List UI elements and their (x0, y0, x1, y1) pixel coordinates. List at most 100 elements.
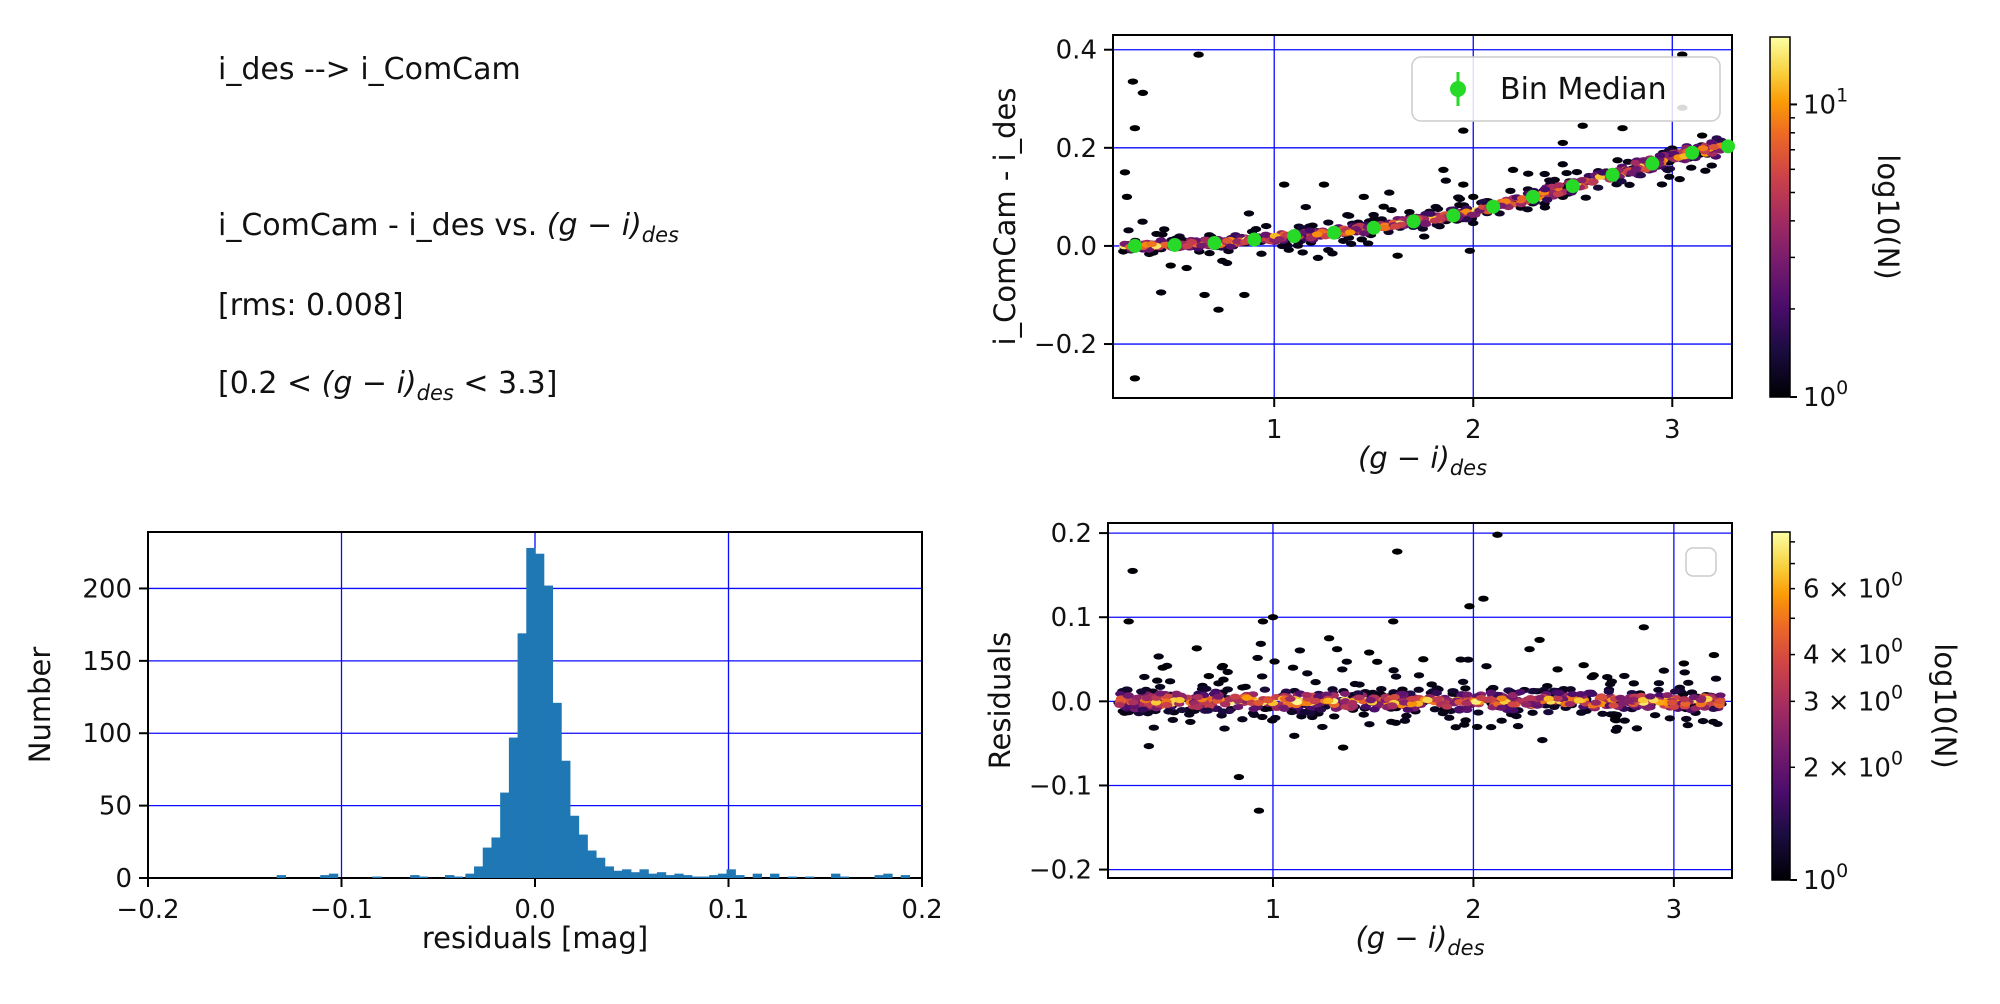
histogram-bar (418, 876, 429, 878)
histogram-bar (543, 585, 554, 878)
histogram-bar (683, 875, 693, 878)
top-colorbar-label: log10(N) (1871, 154, 1905, 279)
y-tick-label: 0 (115, 864, 132, 894)
empty-legend-box (1685, 547, 1717, 577)
bin-median-point (1486, 199, 1501, 214)
histogram-bar (474, 866, 484, 878)
histogram-bar (561, 760, 571, 878)
histogram-bar (604, 866, 614, 878)
colorbar-tick-label: 100 (1803, 860, 1848, 896)
colorbar-tick-label: 100 (1803, 377, 1848, 413)
histogram-bar (445, 875, 455, 878)
histogram-bar (526, 547, 536, 878)
histogram-bar (804, 876, 815, 878)
y-tick-label: −0.2 (1029, 856, 1092, 886)
histogram-bar (587, 850, 597, 878)
histogram-ylabel: Number (23, 647, 57, 764)
bottom-colorbar-label: log10(N) (1928, 643, 1962, 768)
histogram-bar (665, 875, 675, 878)
bin-median-point (1685, 145, 1700, 160)
histogram-bar (770, 873, 780, 878)
histogram-bar (578, 834, 588, 878)
histogram-bar (569, 815, 580, 878)
histogram-bar (453, 876, 464, 878)
top-scatter-ylabel: i_ComCam - i_des (988, 88, 1022, 346)
top-scatter-xlabel: (g − i)des (1358, 441, 1487, 480)
annotation-mapping: i_des --> i_ComCam (218, 52, 521, 87)
annotation-range-sub: des (416, 381, 454, 405)
annotation-relation-sub: des (641, 223, 679, 247)
histogram-bar (700, 876, 710, 878)
bottom-colorbar: 100 6 × 100 4 × 100 3 × 100 2 × 100 log10(N) (1771, 531, 1962, 896)
bin-median-point (1565, 179, 1580, 194)
bin-median-point (1721, 139, 1736, 154)
histogram-bar (276, 875, 286, 878)
top-scatter-axes: 1 2 3 0.4 0.2 0.0 −0.2 (g − i)des i_ComCam - i_d… (988, 34, 1733, 480)
bin-median-point (1605, 167, 1620, 182)
bin-median-point (1287, 229, 1302, 244)
annotation-range-math: (g − i) (321, 366, 417, 401)
residual-scatter-ylabel: Residuals (983, 632, 1017, 770)
histogram-bar (874, 875, 884, 878)
histogram-bar (674, 873, 684, 878)
bin-median-point (1207, 235, 1222, 250)
y-tick-label: 150 (82, 647, 132, 677)
bin-median-point (1247, 232, 1262, 247)
bin-median-point (1366, 220, 1381, 235)
histogram-axes: −0.2 −0.1 0.0 0.1 0.2 0 50 100 150 200 residuals [… (23, 531, 943, 955)
histogram-bar (552, 702, 562, 878)
y-tick-label: 0.4 (1056, 36, 1097, 66)
histogram-bar (839, 876, 850, 878)
colorbar-tick-label: 101 (1803, 84, 1848, 120)
histogram-bar (535, 553, 545, 878)
x-tick-label: −0.2 (116, 895, 179, 925)
histogram-bar (500, 792, 510, 878)
bin-median-point (1127, 238, 1142, 253)
y-tick-label: 0.0 (1056, 232, 1097, 262)
annotation-range-suffix: < 3.3] (453, 366, 558, 401)
bin-median-point (1167, 237, 1182, 252)
histogram-bar (883, 873, 893, 878)
histogram-bar (410, 875, 420, 878)
annotation-relation: i_ComCam - i_des vs. (g − i)des (218, 208, 679, 247)
histogram-bar (717, 873, 728, 878)
histogram-bar (517, 633, 527, 878)
y-tick-label: 0.1 (1051, 603, 1092, 633)
y-tick-label: −0.1 (1029, 771, 1092, 801)
histogram-bar (630, 872, 641, 878)
x-tick-label: 3 (1666, 895, 1683, 925)
x-tick-label: 2 (1465, 895, 1482, 925)
x-tick-label: −0.1 (310, 895, 373, 925)
legend-marker (1450, 81, 1466, 97)
histogram-bar (622, 869, 632, 878)
y-tick-label: 50 (99, 792, 132, 822)
y-tick-label: 0.2 (1056, 134, 1097, 164)
x-tick-label: 1 (1266, 415, 1283, 445)
x-tick-label: 2 (1465, 415, 1482, 445)
annotation-range-prefix: [0.2 < (218, 366, 322, 401)
colorbar-tick-label: 2 × 100 (1803, 747, 1903, 783)
bin-median-point (1326, 225, 1341, 240)
top-colorbar: 101 100 log10(N) (1769, 36, 1905, 413)
bottom-colorbar-bar (1771, 531, 1791, 881)
x-tick-label: 0.2 (901, 895, 942, 925)
histogram-bar (900, 875, 911, 878)
annotation-relation-math: (g − i) (546, 208, 642, 243)
bin-median-point (1406, 214, 1421, 229)
histogram-bar (648, 873, 658, 878)
x-tick-label: 0.0 (514, 895, 555, 925)
top-scatter-frame (1112, 34, 1733, 399)
histogram-xlabel: residuals [mag] (422, 921, 648, 955)
legend: Bin Median (1411, 56, 1721, 122)
histogram-bar (639, 869, 649, 878)
histogram-bar (482, 847, 493, 878)
histogram-bar (595, 857, 606, 878)
histogram-bar (320, 875, 330, 878)
histogram-bar (752, 873, 762, 878)
y-tick-label: −0.2 (1034, 330, 1097, 360)
legend-box (1411, 56, 1721, 122)
histogram-bar (709, 875, 719, 878)
top-colorbar-bar (1769, 36, 1791, 398)
histogram-bar (787, 876, 797, 878)
